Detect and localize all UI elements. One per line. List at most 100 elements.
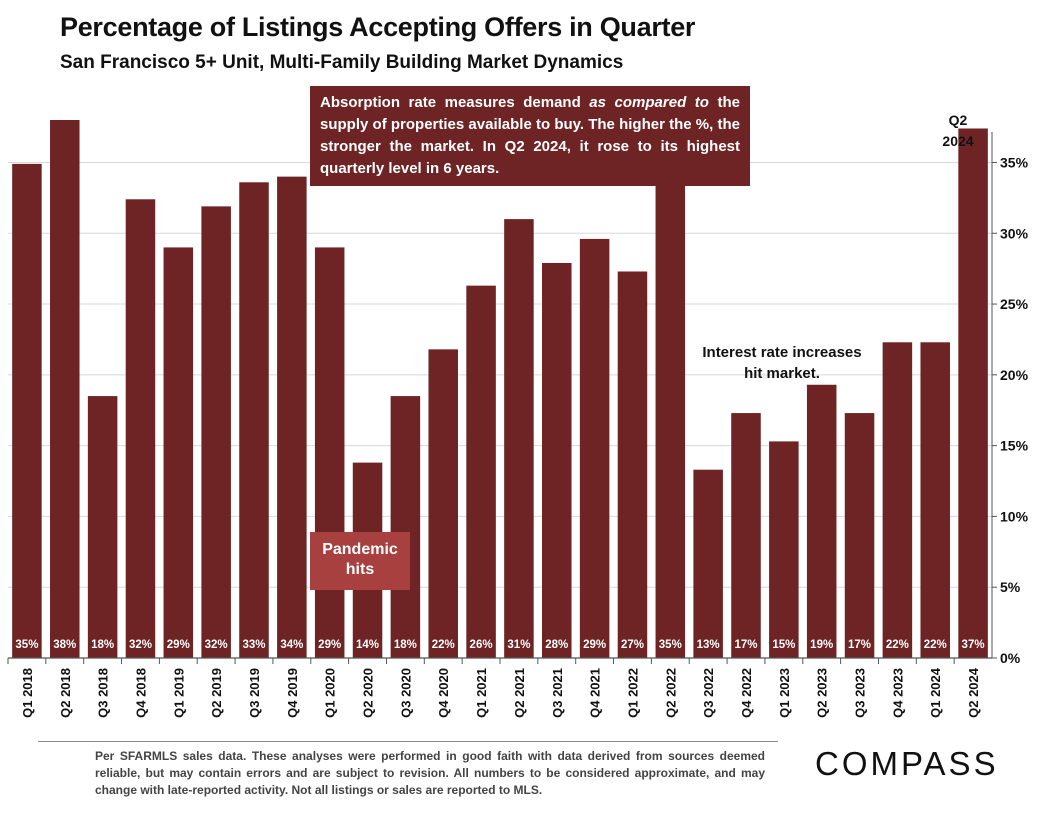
x-tick-label: Q1 2021 [474, 668, 489, 718]
bar [655, 165, 686, 658]
bar [504, 219, 534, 658]
bar [844, 413, 875, 658]
chart-subtitle: San Francisco 5+ Unit, Multi-Family Buil… [60, 52, 624, 73]
x-tick-label: Q4 2022 [739, 668, 754, 718]
y-tick-label: 25% [1000, 296, 1029, 312]
footer-divider [38, 741, 778, 742]
pandemic-annotation: Pandemic hits [310, 532, 410, 590]
x-tick-label: Q1 2019 [171, 668, 186, 718]
bar-data-label: 18% [394, 639, 417, 651]
bar [466, 285, 496, 658]
x-tick-label: Q2 2018 [58, 668, 73, 718]
y-tick-label: 35% [1000, 154, 1029, 170]
bar-data-label: 22% [886, 639, 909, 651]
absorption-callout: Absorption rate measures demand as compa… [310, 86, 750, 186]
bar-data-label: 19% [810, 639, 833, 651]
callout-text-rest: the supply of properties available to bu… [320, 94, 741, 177]
bar [314, 247, 345, 658]
x-tick-label: Q3 2021 [550, 668, 565, 718]
compass-logo: COMPASS [815, 745, 999, 782]
bar-data-label: 32% [205, 639, 228, 651]
bar-data-label: 26% [470, 639, 493, 651]
bar-data-label: 22% [432, 639, 455, 651]
pandemic-line-1: Pandemic [322, 541, 398, 558]
x-tick-label: Q1 2020 [323, 668, 338, 718]
q2-annotation-line-1: Q2 [948, 112, 968, 128]
y-tick-label: 20% [1000, 367, 1029, 383]
x-tick-label: Q1 2018 [20, 668, 35, 718]
bar-data-label: 29% [167, 639, 190, 651]
bar-data-label: 17% [734, 639, 757, 651]
bar [806, 384, 837, 658]
x-tick-label: Q4 2019 [285, 668, 300, 718]
x-tick-label: Q2 2019 [209, 668, 224, 718]
footer-disclaimer: Per SFARMLS sales data. These analyses w… [95, 749, 765, 797]
x-tick-label: Q2 2020 [361, 668, 376, 718]
bar [958, 128, 988, 658]
q2-annotation-line-2: 2024 [942, 133, 974, 149]
bar [239, 182, 269, 658]
bar-data-label: 18% [91, 639, 114, 651]
x-tick-label: Q4 2020 [436, 668, 451, 718]
x-tick-label: Q4 2023 [890, 668, 905, 718]
callout-emphasis: as compared to [589, 94, 709, 111]
pandemic-line-2: hits [345, 561, 375, 578]
x-tick-label: Q3 2018 [96, 668, 111, 718]
chart-title: Percentage of Listings Accepting Offers … [60, 12, 696, 42]
bar [579, 238, 610, 658]
y-tick-label: 0% [1000, 650, 1021, 666]
bar-data-label: 27% [621, 639, 644, 651]
q2-2024-annotation: Q2 2024 [940, 110, 976, 152]
y-tick-label: 5% [1000, 579, 1021, 595]
x-tick-label: Q3 2020 [398, 668, 413, 718]
bar [163, 247, 194, 658]
bar [12, 163, 42, 659]
bar-data-label: 28% [545, 639, 568, 651]
bar-data-label: 33% [242, 639, 265, 651]
bar [617, 271, 648, 658]
x-tick-label: Q3 2022 [701, 668, 716, 718]
x-tick-label: Q1 2022 [625, 668, 640, 718]
bar-data-label: 17% [848, 639, 871, 651]
interest-rate-annotation: Interest rate increases hit market. [682, 342, 882, 384]
bar-data-label: 31% [507, 639, 530, 651]
bar-data-label: 14% [356, 639, 379, 651]
bar-data-label: 37% [962, 639, 985, 651]
bar [731, 413, 761, 658]
x-tick-label: Q4 2018 [133, 668, 148, 718]
bar-data-label: 35% [659, 639, 682, 651]
bar-data-label: 34% [280, 639, 303, 651]
bar [769, 441, 799, 658]
x-tick-label: Q2 2022 [663, 668, 678, 718]
x-tick-label: Q2 2024 [966, 667, 981, 718]
x-tick-label: Q1 2024 [928, 667, 943, 718]
bar [277, 176, 307, 658]
bar [542, 262, 572, 658]
bar-data-label: 32% [129, 639, 152, 651]
bar-data-label: 38% [53, 639, 76, 651]
bar [920, 342, 950, 658]
bar-data-label: 29% [318, 639, 341, 651]
y-tick-label: 10% [1000, 508, 1029, 524]
bar [125, 199, 156, 658]
x-tick-label: Q2 2021 [512, 668, 527, 718]
x-tick-label: Q1 2023 [777, 668, 792, 718]
y-tick-label: 15% [1000, 438, 1029, 454]
bar [882, 342, 913, 658]
bar [201, 206, 231, 658]
x-tick-label: Q2 2023 [815, 668, 830, 718]
bar-data-label: 22% [924, 639, 947, 651]
bar [428, 349, 458, 658]
bar [693, 469, 723, 658]
interest-line-1: Interest rate increases [702, 344, 862, 361]
callout-text-start: Absorption rate measures demand [320, 94, 590, 111]
x-tick-label: Q4 2021 [588, 668, 603, 718]
bar-data-label: 13% [697, 639, 720, 651]
bar-data-label: 35% [15, 639, 38, 651]
interest-line-2: hit market. [744, 365, 820, 382]
x-tick-label: Q3 2019 [247, 668, 262, 718]
x-tick-label: Q3 2023 [853, 668, 868, 718]
bar-data-label: 29% [583, 639, 606, 651]
